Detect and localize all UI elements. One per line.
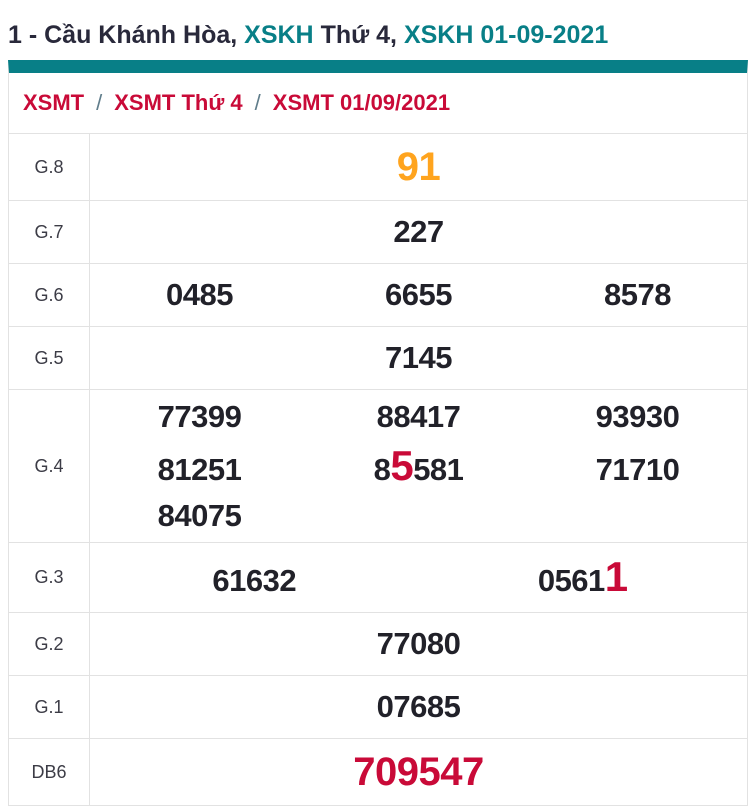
prize-number: 88417 (376, 399, 461, 434)
value-cell: 71710 (528, 449, 747, 491)
value-cell: 8578 (528, 274, 747, 316)
table-row-g3: G.3 61632 05611 (9, 543, 747, 614)
prize-number: 71710 (595, 451, 680, 487)
prize-number: 581 (413, 451, 464, 487)
row-label: G.6 (9, 264, 90, 326)
breadcrumb-separator: / (96, 90, 103, 115)
highlighted-digit: 709547 (353, 750, 484, 795)
value-cell: 05611 (419, 549, 748, 606)
row-label: G.3 (9, 543, 90, 613)
prize-number: 77399 (157, 399, 242, 434)
highlighted-digit: 91 (396, 145, 441, 189)
title-link[interactable]: XSKH (244, 20, 314, 49)
breadcrumb-link[interactable]: XSMT Thứ 4 (114, 90, 243, 115)
value-cell: 84075 (90, 495, 309, 537)
highlighted-digit: 5 (390, 441, 414, 489)
row-values: 7145 (90, 327, 747, 389)
table-row-g6: G.6 0485 6655 8578 (9, 264, 747, 327)
value-cell: 07685 (90, 686, 747, 728)
row-label: G.8 (9, 134, 90, 200)
prize-number: 61632 (212, 563, 297, 599)
table-row-g8: G.8 91 (9, 134, 747, 201)
results-table: G.8 91 G.7 227 G.6 0485 6655 8578 G.5 7145 G.4 7739… (9, 134, 747, 806)
row-values: 07685 (90, 676, 747, 738)
breadcrumb: XSMT / XSMT Thứ 4 / XSMT 01/09/2021 (9, 73, 747, 134)
value-cell: 61632 (90, 560, 419, 602)
row-values: 77080 (90, 613, 747, 675)
value-line: 709547 (90, 745, 747, 799)
row-label: G.7 (9, 201, 90, 263)
row-label: G.2 (9, 613, 90, 676)
row-values: 0485 6655 8578 (90, 264, 747, 326)
value-line: 7145 (90, 337, 747, 379)
table-row-g2: G.2 77080 (9, 613, 747, 677)
prize-number: 77080 (376, 626, 461, 662)
lottery-results-panel: XSMT / XSMT Thứ 4 / XSMT 01/09/2021 G.8 91 G.7… (8, 60, 748, 806)
table-row-g1: G.1 07685 (9, 676, 747, 740)
table-row-g7: G.7 227 (9, 201, 747, 264)
prize-number: 227 (393, 214, 444, 250)
value-cell: 0485 (90, 274, 309, 316)
value-cell: 93930 (528, 396, 747, 438)
value-line: 227 (90, 211, 747, 253)
prize-number: 84075 (157, 497, 242, 533)
breadcrumb-link[interactable]: XSMT (23, 90, 85, 115)
value-cell: 6655 (309, 274, 528, 316)
title-text: 1 - Cầu Khánh Hòa, (8, 20, 245, 49)
value-cell: 709547 (90, 745, 747, 799)
prize-number: 0485 (166, 277, 233, 313)
table-row-db6: DB6 709547 (9, 739, 747, 806)
prize-number: 8578 (604, 277, 671, 313)
row-label: G.4 (9, 390, 90, 543)
prize-number: 07685 (376, 689, 461, 725)
value-cell: 85581 (309, 438, 528, 495)
row-values: 227 (90, 201, 747, 263)
row-label: G.1 (9, 676, 90, 739)
prize-number: 0561 (537, 563, 605, 599)
table-row-g5: G.5 7145 (9, 327, 747, 390)
value-cell: 7145 (90, 337, 747, 379)
row-values: 91 (90, 134, 747, 200)
row-label: G.5 (9, 327, 90, 389)
value-line: 61632 05611 (90, 549, 747, 606)
value-line: 0485 6655 8578 (90, 274, 747, 316)
prize-number: 93930 (595, 399, 680, 434)
highlighted-digit: 1 (604, 553, 628, 601)
prize-number: 6655 (385, 277, 452, 313)
value-line: 84075 (90, 495, 747, 537)
page-title: 1 - Cầu Khánh Hòa, XSKH Thứ 4, XSKH 01-0… (0, 0, 755, 60)
value-line: 77399 88417 93930 (90, 396, 747, 438)
row-values: 61632 05611 (90, 543, 747, 612)
title-text: Thứ 4, (313, 20, 404, 49)
value-cell: 227 (90, 211, 747, 253)
value-line: 91 (90, 140, 747, 194)
value-cell: 88417 (309, 396, 528, 438)
value-cell: 77080 (90, 623, 747, 665)
value-line: 07685 (90, 686, 747, 728)
prize-number: 8 (373, 451, 391, 487)
value-line: 81251 85581 71710 (90, 438, 747, 495)
table-row-g4: G.4 77399 88417 93930 81251 85581 71710 84075 (9, 390, 747, 544)
row-values: 709547 (90, 739, 747, 805)
row-label: DB6 (9, 739, 90, 806)
value-cell: 81251 (90, 449, 309, 491)
value-cell: 91 (90, 140, 747, 194)
value-line: 77080 (90, 623, 747, 665)
prize-number: 7145 (385, 340, 452, 376)
prize-number: 81251 (157, 451, 242, 487)
breadcrumb-link[interactable]: XSMT 01/09/2021 (272, 90, 451, 115)
breadcrumb-separator: / (254, 90, 261, 115)
value-cell: 77399 (90, 396, 309, 438)
title-link[interactable]: XSKH 01-09-2021 (403, 20, 609, 49)
row-values: 77399 88417 93930 81251 85581 71710 84075 (90, 390, 747, 542)
